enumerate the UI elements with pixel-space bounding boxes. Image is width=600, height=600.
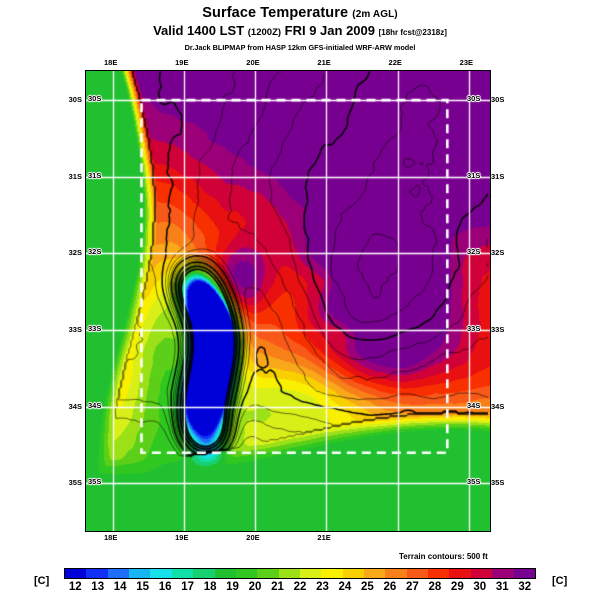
inner-lat-label-left-32S: 32S	[88, 247, 102, 257]
colorbar-tick-28: 28	[428, 581, 442, 593]
colorbar-tick-16: 16	[158, 581, 172, 593]
inner-lat-label-right-34S: 34S	[467, 400, 481, 410]
lon-tick-top-22E: 22E	[388, 58, 402, 67]
lat-tick-right-35S: 35S	[491, 478, 505, 488]
colorbar-tick-19: 19	[226, 581, 239, 593]
colorbar-tick-25: 25	[361, 581, 374, 593]
inner-lat-label-right-31S: 31S	[467, 170, 481, 180]
colorbar-tick-27: 27	[405, 581, 419, 593]
colorbar-tick-15: 15	[136, 581, 150, 593]
lat-tick-left-33S: 33S	[68, 325, 82, 335]
colorbar-tick-26: 26	[383, 581, 397, 593]
lat-tick-right-34S: 34S	[491, 401, 505, 411]
colorbar-tick-labels: 12 13 14 15 16 17 18 19 20 21 22 23 24 25 26 27 28 29 30 31…	[56, 581, 546, 597]
colorbar-band-16	[406, 569, 429, 578]
temperature-map	[85, 70, 491, 532]
colorbar-tick-14: 14	[113, 581, 127, 593]
valid-date: FRI 9 Jan 2009	[284, 23, 375, 38]
colorbar-band-21	[513, 569, 535, 578]
model-credit: Dr.Jack BLIPMAP from HASP 12km GFS-initi…	[184, 43, 416, 52]
colorbar-tick-31: 31	[495, 581, 509, 593]
lat-tick-left-35S: 35S	[68, 478, 82, 488]
inner-lat-label-left-33S: 33S	[88, 324, 102, 334]
forecast-tag: [18hr fcst@2318z]	[378, 28, 447, 37]
lat-tick-right-32S: 32S	[491, 248, 505, 258]
lat-tick-right-31S: 31S	[491, 171, 505, 181]
colorbar-band-2	[107, 569, 130, 578]
colorbar-band-19	[470, 569, 493, 578]
lat-tick-right-33S: 33S	[491, 325, 505, 335]
colorbar-tick-24: 24	[338, 581, 352, 593]
colorbar-band-13	[342, 569, 365, 578]
colorbar-band-8	[235, 569, 258, 578]
inner-lat-label-right-30S: 30S	[467, 94, 481, 104]
colorbar-band-12	[321, 569, 343, 578]
colorbar-tick-32: 32	[518, 581, 532, 593]
colorbar-tick-20: 20	[248, 581, 262, 593]
title-main-subscript: (2m AGL)	[352, 9, 398, 20]
lat-tick-left-34S: 34S	[68, 401, 82, 411]
colorbar-band-5	[171, 569, 194, 578]
colorbar-tick-18: 18	[203, 581, 217, 593]
colorbar-tick-22: 22	[293, 581, 307, 593]
colorbar-tick-12: 12	[68, 581, 82, 593]
colorbar-band-4	[150, 569, 172, 578]
page-title: Surface Temperature (2m AGL)	[0, 6, 600, 22]
inner-lat-label-left-34S: 34S	[88, 400, 102, 410]
colorbar-band-18	[449, 569, 471, 578]
lon-tick-top-18E: 18E	[104, 58, 118, 67]
colorbar-band-1	[86, 569, 108, 578]
inner-lat-label-left-31S: 31S	[88, 170, 102, 180]
inner-lat-label-right-32S: 32S	[467, 247, 481, 257]
lat-tick-right-30S: 30S	[491, 95, 505, 105]
colorbar-band-9	[257, 569, 279, 578]
colorbar-band-10	[278, 569, 300, 578]
colorbar-tick-30: 30	[473, 581, 487, 593]
lon-tick-top-23E: 23E	[459, 58, 474, 67]
lon-tick-bottom-21E: 21E	[317, 533, 331, 542]
terrain-contour-note: Terrain contours: 500 ft	[399, 552, 488, 561]
lon-tick-top-21E: 21E	[317, 58, 331, 67]
colorbar-tick-29: 29	[450, 581, 464, 593]
colorbar-legend: 12 13 14 15 16 17 18 19 20 21 22 23 24 25 26 27 28 29 30 31…	[0, 566, 600, 600]
inner-lat-label-left-35S: 35S	[88, 477, 102, 487]
lon-tick-top-20E: 20E	[246, 58, 260, 67]
colorbar-tick-13: 13	[91, 581, 105, 593]
colorbar-tick-23: 23	[316, 581, 329, 593]
inner-lat-label-right-33S: 33S	[467, 324, 481, 334]
title-block: Surface Temperature (2m AGL) Valid 1400 …	[0, 6, 600, 53]
valid-time-utc: (1200Z)	[247, 27, 282, 38]
lat-tick-left-32S: 32S	[68, 248, 82, 258]
inner-lat-label-left-30S: 30S	[88, 94, 102, 104]
colorbar-band-6	[193, 569, 215, 578]
lat-tick-left-30S: 30S	[68, 95, 82, 105]
colorbar-band-11	[299, 569, 322, 578]
colorbar-band-3	[129, 569, 151, 578]
unit-label-left: [C]	[34, 575, 50, 587]
temperature-field-canvas	[86, 71, 490, 531]
colorbar-band-0	[65, 569, 87, 578]
colorbar-band-7	[214, 569, 236, 578]
unit-label-right: [C]	[552, 575, 568, 587]
colorbar-band-17	[428, 569, 450, 578]
valid-time-line: Valid 1400 LST (1200Z) FRI 9 Jan 2009 [1…	[0, 23, 600, 41]
colorbar-band-20	[492, 569, 514, 578]
title-main-text: Surface Temperature	[202, 5, 349, 21]
inner-lat-label-right-35S: 35S	[467, 477, 481, 487]
lon-tick-bottom-19E: 19E	[175, 533, 189, 542]
lon-tick-bottom-18E: 18E	[104, 533, 118, 542]
lat-tick-left-31S: 31S	[68, 171, 82, 181]
valid-time-local: Valid 1400 LST	[153, 23, 245, 38]
colorbar-band-14	[364, 569, 386, 578]
lon-tick-top-19E: 19E	[175, 58, 189, 67]
colorbar-band-15	[385, 569, 407, 578]
lon-tick-bottom-20E: 20E	[246, 533, 260, 542]
colorbar-tick-17: 17	[181, 581, 195, 593]
colorbar-gradient	[64, 568, 536, 579]
colorbar-tick-21: 21	[271, 581, 284, 593]
